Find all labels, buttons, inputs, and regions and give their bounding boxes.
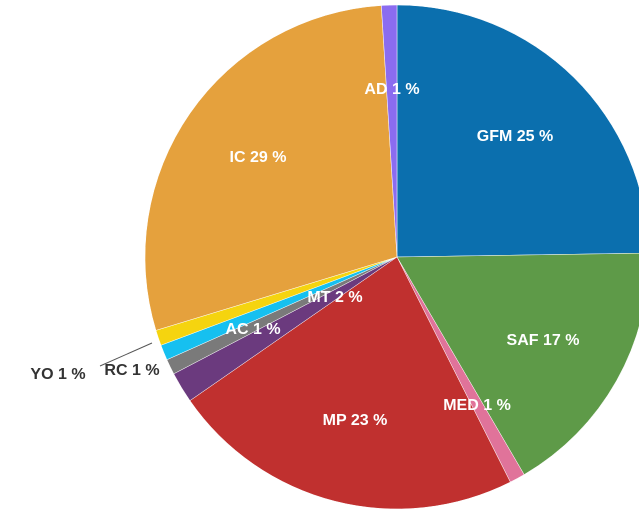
pie-slice <box>189 256 511 510</box>
slice-value: 23 % <box>351 412 387 429</box>
slice-value: 17 % <box>543 332 579 349</box>
slice-value: 1 % <box>253 321 281 338</box>
slice-value: 25 % <box>517 128 553 145</box>
slice-category: AD <box>364 81 387 98</box>
slice-label: MP 23 % <box>323 412 388 429</box>
slice-label: SAF 17 % <box>507 332 580 349</box>
slice-value: 2 % <box>335 289 363 306</box>
slice-label: MED 1 % <box>443 397 511 414</box>
slice-value: 1 % <box>483 397 511 414</box>
slice-label: GFM 25 % <box>477 128 553 145</box>
slice-category: RC <box>104 362 128 379</box>
pie-slice <box>396 252 639 475</box>
pie-slice <box>144 5 398 331</box>
slice-label: AD 1 % <box>364 81 419 98</box>
slice-value: 1 % <box>58 366 86 383</box>
slice-category: MP <box>323 412 347 429</box>
slice-category: GFM <box>477 128 513 145</box>
slice-category: IC <box>230 149 246 166</box>
slice-label: MT 2 % <box>307 289 362 306</box>
slice-category: YO <box>30 366 53 383</box>
slice-value: 1 % <box>392 81 420 98</box>
slice-label: RC 1 % <box>104 362 159 379</box>
slice-value: 1 % <box>132 362 160 379</box>
leader-line <box>99 342 153 367</box>
slice-label: IC 29 % <box>230 149 287 166</box>
slice-value: 29 % <box>250 149 286 166</box>
slice-category: MT <box>307 289 330 306</box>
slice-label: AC 1 % <box>225 321 280 338</box>
pie-slice <box>396 4 639 258</box>
slice-category: MED <box>443 397 479 414</box>
slice-category: SAF <box>507 332 539 349</box>
pie-slice <box>381 4 398 258</box>
slice-category: AC <box>225 321 249 338</box>
slice-label: YO 1 % <box>30 366 85 383</box>
